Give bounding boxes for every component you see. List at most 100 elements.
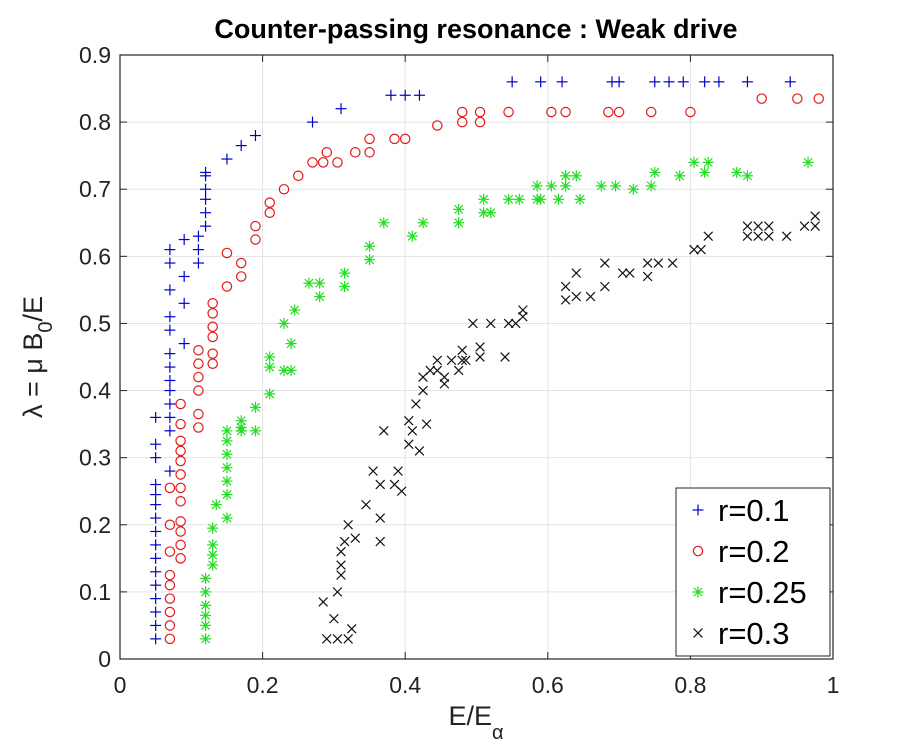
data-point bbox=[570, 170, 582, 182]
chart-title: Counter-passing resonance : Weak drive bbox=[214, 14, 737, 44]
data-point bbox=[552, 193, 564, 205]
data-point bbox=[781, 231, 792, 242]
data-point bbox=[150, 633, 162, 645]
data-point bbox=[560, 281, 571, 292]
data-point bbox=[164, 620, 176, 631]
data-point bbox=[389, 133, 400, 145]
data-point bbox=[475, 352, 485, 362]
data-point bbox=[307, 157, 318, 168]
data-point bbox=[460, 355, 471, 366]
data-point bbox=[278, 317, 290, 329]
data-point bbox=[403, 439, 414, 450]
x-tick-label: 1 bbox=[827, 672, 840, 698]
data-point bbox=[193, 408, 204, 420]
data-point bbox=[535, 193, 547, 205]
x-axis-label-main: E/E bbox=[448, 701, 492, 731]
data-point bbox=[600, 281, 610, 292]
data-point bbox=[314, 277, 326, 289]
data-point bbox=[375, 479, 386, 490]
data-point bbox=[178, 234, 190, 246]
data-point bbox=[799, 221, 810, 231]
data-point bbox=[175, 516, 186, 527]
data-point bbox=[485, 207, 497, 219]
data-point bbox=[221, 425, 233, 437]
data-point bbox=[603, 106, 614, 118]
data-point bbox=[453, 217, 465, 229]
data-point bbox=[164, 284, 176, 296]
data-point bbox=[221, 435, 233, 447]
data-point bbox=[314, 291, 326, 303]
data-point bbox=[200, 572, 212, 584]
data-point bbox=[221, 475, 233, 487]
data-point bbox=[250, 234, 261, 245]
data-point bbox=[407, 425, 418, 436]
data-point bbox=[321, 634, 332, 644]
data-point bbox=[474, 106, 486, 118]
y-tick-label: 0.8 bbox=[79, 109, 111, 135]
data-point bbox=[192, 230, 204, 242]
data-point bbox=[175, 445, 186, 457]
data-point bbox=[364, 240, 376, 252]
data-point bbox=[264, 207, 276, 218]
x-axis-label: E/Eα bbox=[448, 701, 503, 744]
data-point bbox=[175, 539, 186, 551]
data-point bbox=[703, 231, 714, 242]
y-axis-label-pre: λ = μ B bbox=[18, 333, 48, 418]
series-r=0.3 bbox=[318, 211, 820, 644]
y-tick-label: 0.4 bbox=[79, 378, 111, 404]
data-point bbox=[506, 76, 518, 88]
data-point bbox=[343, 634, 353, 644]
data-point bbox=[613, 76, 625, 88]
data-point bbox=[207, 308, 218, 319]
data-point bbox=[556, 76, 568, 88]
data-point bbox=[688, 156, 700, 168]
x-tick-label: 0.4 bbox=[389, 672, 421, 698]
data-point bbox=[535, 76, 547, 88]
data-point bbox=[193, 371, 204, 383]
data-point bbox=[764, 231, 774, 242]
data-point bbox=[221, 462, 233, 474]
data-point bbox=[456, 106, 468, 118]
data-point bbox=[221, 247, 233, 259]
data-point bbox=[753, 231, 763, 242]
data-point bbox=[742, 231, 753, 242]
data-point bbox=[210, 499, 222, 511]
legend-marker bbox=[692, 504, 704, 516]
data-point bbox=[571, 291, 582, 302]
data-point bbox=[318, 597, 329, 607]
x-axis-label-subscript: α bbox=[492, 722, 504, 744]
data-point bbox=[432, 120, 443, 131]
data-point bbox=[200, 609, 212, 621]
data-point bbox=[164, 411, 176, 423]
data-points bbox=[150, 76, 825, 645]
data-point bbox=[164, 579, 176, 591]
data-point bbox=[368, 466, 378, 476]
legend-marker bbox=[692, 586, 704, 598]
x-tick-label: 0.6 bbox=[532, 672, 564, 698]
data-point bbox=[545, 180, 557, 192]
data-point bbox=[513, 193, 525, 205]
data-point bbox=[802, 156, 814, 168]
data-point bbox=[571, 268, 582, 278]
data-point bbox=[475, 342, 485, 352]
data-point bbox=[627, 183, 639, 195]
data-point bbox=[164, 324, 176, 336]
axis-ticks: 0 0.2 0.4 0.6 0.8 1 0 0.1 0.2 0.3 0.4 0.5 0.6 0.7 0.8 0… bbox=[79, 42, 839, 698]
data-point bbox=[653, 258, 664, 268]
data-point bbox=[457, 355, 468, 366]
data-point bbox=[810, 221, 820, 231]
y-tick-label: 0.7 bbox=[79, 176, 111, 202]
data-point bbox=[150, 489, 162, 501]
plot-frame bbox=[119, 54, 834, 660]
data-point bbox=[175, 526, 186, 537]
y-tick-label: 0.1 bbox=[79, 579, 111, 605]
data-point bbox=[221, 512, 233, 524]
data-point bbox=[193, 422, 204, 433]
data-point bbox=[329, 613, 339, 624]
data-point bbox=[595, 180, 607, 192]
data-point bbox=[642, 271, 653, 282]
data-point bbox=[674, 170, 686, 182]
data-point bbox=[411, 399, 421, 409]
data-point bbox=[207, 331, 218, 343]
data-point bbox=[432, 355, 443, 366]
